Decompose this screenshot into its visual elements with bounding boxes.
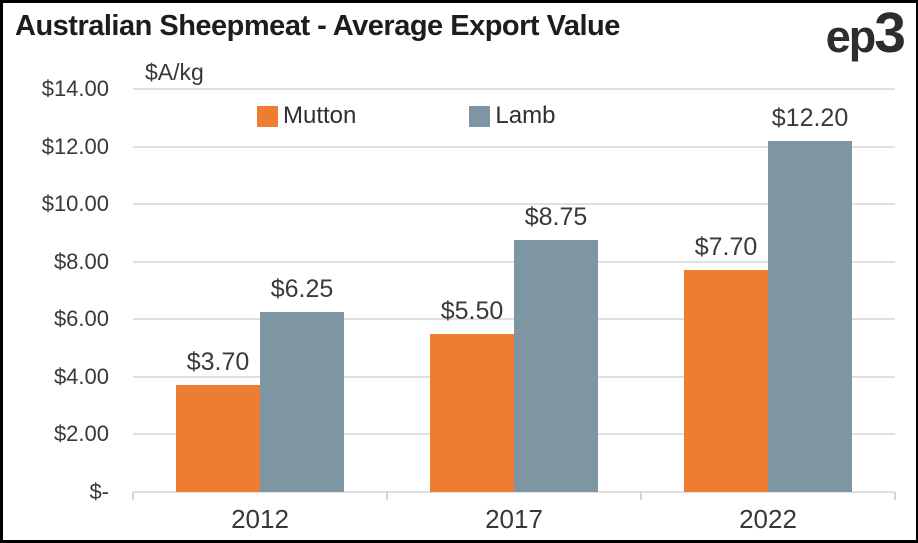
gridline-0 bbox=[133, 491, 895, 493]
y-axis-unit-label: $A/kg bbox=[145, 59, 204, 85]
legend-swatch-lamb bbox=[469, 105, 491, 127]
bar-mutton-2022 bbox=[684, 270, 768, 492]
x-axis-tick bbox=[640, 492, 642, 500]
y-tick-label-14: $14.00 bbox=[41, 76, 109, 101]
x-axis-tick bbox=[894, 492, 896, 500]
y-tick-label-0: $- bbox=[89, 479, 109, 504]
value-label-lamb-2012: $6.25 bbox=[270, 275, 334, 304]
chart-title: Australian Sheepmeat - Average Export Va… bbox=[15, 10, 620, 42]
legend-label-lamb: Lamb bbox=[495, 102, 556, 129]
x-category-label-2017: 2017 bbox=[485, 504, 543, 534]
x-category-label-2012: 2012 bbox=[231, 504, 289, 534]
y-tick-label-2: $2.00 bbox=[53, 421, 109, 447]
bar-lamb-2022 bbox=[768, 140, 852, 492]
value-label-mutton-2012: $3.70 bbox=[186, 348, 250, 377]
bar-lamb-2012 bbox=[260, 312, 344, 492]
bar-mutton-2012 bbox=[176, 385, 260, 492]
bar-mutton-2017 bbox=[430, 333, 514, 492]
chart-legend: Mutton Lamb bbox=[257, 102, 555, 130]
gridline-12 bbox=[133, 145, 895, 148]
gridline-10 bbox=[133, 203, 895, 206]
x-axis-tick bbox=[386, 492, 388, 500]
y-tick-label-6: $6.00 bbox=[53, 306, 109, 332]
y-tick-label-12: $12.00 bbox=[41, 133, 109, 159]
value-label-mutton-2017: $5.50 bbox=[440, 296, 504, 325]
value-label-mutton-2022: $7.70 bbox=[694, 233, 758, 262]
ep3-logo-text: ep bbox=[825, 11, 876, 62]
legend-label-mutton: Mutton bbox=[283, 102, 357, 129]
y-tick-label-10: $10.00 bbox=[41, 191, 109, 217]
bar-lamb-2017 bbox=[514, 240, 598, 492]
legend-item-mutton: Mutton bbox=[257, 102, 356, 130]
gridline-14 bbox=[133, 88, 895, 90]
value-label-lamb-2022: $12.20 bbox=[771, 103, 849, 132]
legend-item-lamb: Lamb bbox=[469, 102, 555, 130]
y-tick-label-4: $4.00 bbox=[53, 363, 109, 389]
x-axis-tick bbox=[132, 492, 134, 500]
value-label-lamb-2017: $8.75 bbox=[524, 203, 588, 232]
y-tick-label-8: $8.00 bbox=[53, 248, 109, 274]
ep3-logo-digit: 3 bbox=[874, 1, 906, 65]
ep3-logo: ep3 bbox=[825, 5, 906, 62]
legend-swatch-mutton bbox=[257, 105, 278, 127]
x-category-label-2022: 2022 bbox=[739, 504, 797, 534]
